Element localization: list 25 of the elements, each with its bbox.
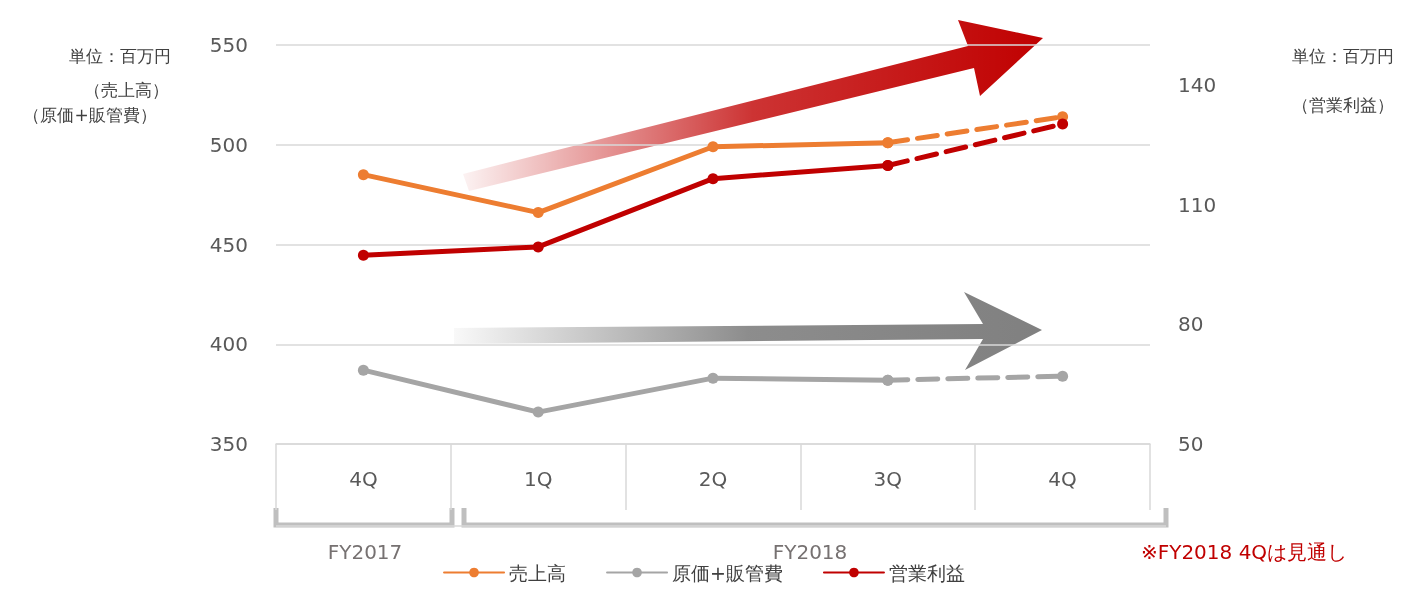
y2-axis-title: 単位：百万円 (1292, 46, 1394, 66)
y-tick-label: 450 (209, 232, 248, 257)
y2-tick-label: 110 (1178, 192, 1217, 217)
y-tick-label: 400 (209, 332, 248, 357)
text: ※FY2018 4Qは見通し (1140, 540, 1348, 564)
legend-label: 原価+販管費 (672, 561, 783, 584)
x-tick-label: 4Q (349, 467, 378, 491)
y2-tick-label: 80 (1178, 312, 1204, 337)
legend-label: 売上高 (509, 561, 567, 584)
text: FY2017 (327, 540, 403, 564)
y2-tick-label: 50 (1178, 432, 1204, 456)
x-tick-label: 2Q (698, 467, 728, 491)
x-tick-label: 4Q (1048, 467, 1077, 491)
x-tick-label: 1Q (523, 467, 553, 491)
text: （原価+販管費） (23, 105, 157, 125)
y2-tick-label: 140 (1178, 72, 1217, 97)
y-tick-label: 500 (209, 132, 248, 157)
x-tick-label: 3Q (873, 467, 903, 491)
text: FY2018 (772, 540, 848, 564)
text: （売上高） (83, 80, 169, 100)
y-tick-label: 350 (209, 432, 248, 456)
y-axis-title: 単位：百万円 (69, 46, 171, 66)
y-tick-label: 550 (209, 33, 248, 57)
text: （営業利益） (1292, 95, 1394, 115)
legend-label: 営業利益 (888, 561, 965, 584)
